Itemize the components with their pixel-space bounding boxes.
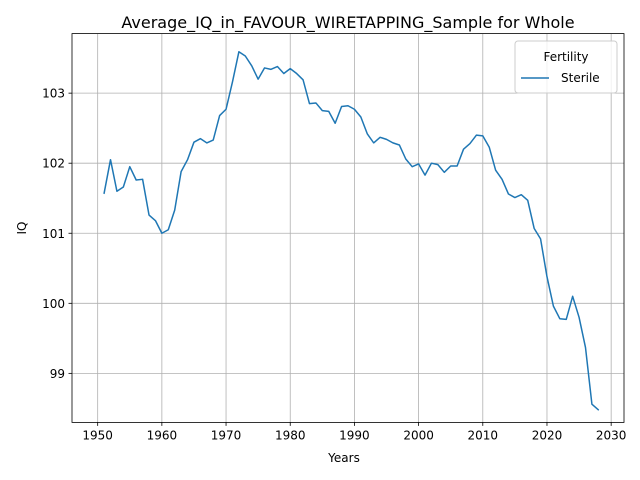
- legend-title: Fertility: [543, 50, 588, 64]
- series-lines: [103, 51, 600, 411]
- y-axis-title: IQ: [15, 222, 29, 235]
- plot-frame: [71, 33, 625, 423]
- y-tick-label: 101: [42, 227, 65, 241]
- y-tick-label: 100: [42, 297, 65, 311]
- grid-lines: [72, 33, 624, 423]
- y-tick-label: 102: [42, 157, 65, 171]
- y-tick-label: 103: [42, 87, 65, 101]
- x-tick-label: 2000: [403, 428, 434, 442]
- x-axis-title: Years: [327, 451, 360, 465]
- chart-title: Average_IQ_in_FAVOUR_WIRETAPPING_Sample …: [121, 13, 574, 33]
- x-tick-label: 1990: [339, 428, 370, 442]
- series-line-sterile: [103, 51, 600, 411]
- x-tick-label: 1980: [275, 428, 306, 442]
- x-tick-label: 1960: [147, 428, 178, 442]
- legend: Fertility Sterile: [514, 40, 618, 94]
- x-tick-label: 1970: [211, 428, 242, 442]
- y-tick-label: 99: [50, 367, 65, 381]
- x-tick-label: 2010: [468, 428, 499, 442]
- axis-ticks: 1950 1960 1970 1980 1990 2000 2010 2020 2030 99 10…: [42, 87, 626, 443]
- legend-label-sterile: Sterile: [561, 71, 600, 85]
- x-tick-label: 2020: [532, 428, 563, 442]
- x-tick-label: 2030: [596, 428, 627, 442]
- legend-box: [514, 40, 618, 94]
- x-tick-label: 1950: [82, 428, 113, 442]
